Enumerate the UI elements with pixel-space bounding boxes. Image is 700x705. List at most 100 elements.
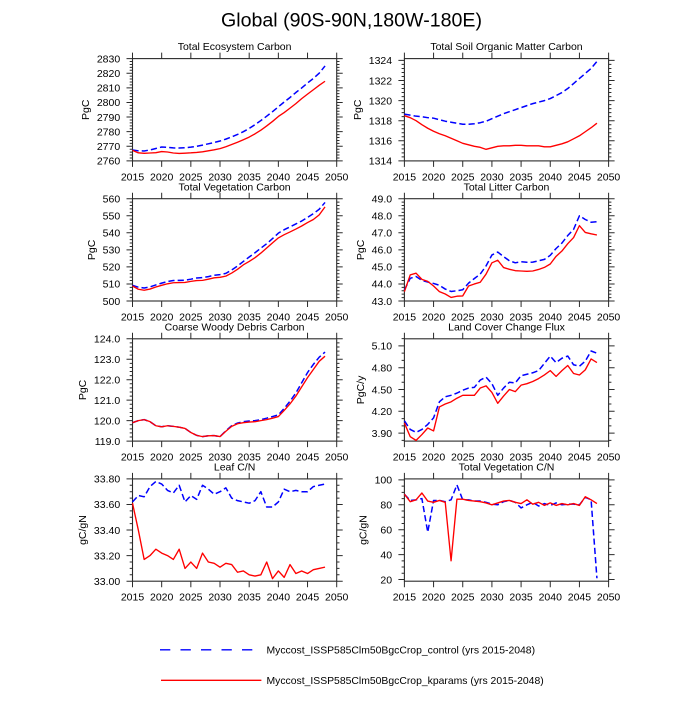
svg-text:2030: 2030 [480,452,504,464]
svg-text:2020: 2020 [422,311,446,323]
svg-text:2790: 2790 [97,112,121,124]
svg-text:2040: 2040 [539,311,563,323]
svg-text:2035: 2035 [238,311,262,323]
svg-text:Total Vegetation Carbon: Total Vegetation Carbon [179,181,291,193]
svg-text:2035: 2035 [509,452,533,464]
svg-text:2820: 2820 [97,68,121,80]
svg-text:124.0: 124.0 [94,334,120,346]
svg-text:2030: 2030 [480,311,504,323]
svg-text:2045: 2045 [296,171,320,183]
svg-text:PgC: PgC [352,99,364,120]
svg-text:540: 540 [103,228,121,240]
svg-text:500: 500 [103,296,121,308]
svg-text:2045: 2045 [568,171,592,183]
svg-text:2035: 2035 [509,592,533,604]
svg-text:2780: 2780 [97,126,121,138]
svg-text:2040: 2040 [539,592,563,604]
svg-text:1320: 1320 [369,95,393,107]
svg-text:60: 60 [380,524,392,536]
svg-text:2015: 2015 [393,171,417,183]
svg-text:2040: 2040 [539,171,563,183]
svg-text:2020: 2020 [150,592,174,604]
svg-text:5.10: 5.10 [372,341,393,353]
svg-text:123.0: 123.0 [94,354,120,366]
svg-text:gC/gN: gC/gN [358,515,370,545]
svg-text:2810: 2810 [97,83,121,95]
svg-text:1318: 1318 [369,115,393,127]
svg-text:2030: 2030 [480,592,504,604]
svg-text:PgC: PgC [355,239,367,260]
svg-text:2025: 2025 [451,452,475,464]
svg-text:510: 510 [103,279,121,291]
svg-text:PgC: PgC [86,239,98,260]
svg-text:33.80: 33.80 [94,474,120,486]
svg-text:2025: 2025 [179,311,203,323]
svg-text:gC/gN: gC/gN [77,515,89,545]
svg-text:2025: 2025 [451,592,475,604]
svg-text:2035: 2035 [509,311,533,323]
svg-text:2025: 2025 [179,592,203,604]
svg-text:2030: 2030 [208,592,232,604]
svg-text:PgC: PgC [77,379,89,400]
svg-text:119.0: 119.0 [95,436,121,448]
svg-text:520: 520 [103,262,121,274]
svg-text:2050: 2050 [325,171,349,183]
svg-text:2015: 2015 [393,311,417,323]
svg-text:120.0: 120.0 [94,415,120,427]
svg-text:Total Ecosystem Carbon: Total Ecosystem Carbon [178,41,292,53]
svg-text:47.0: 47.0 [372,228,393,240]
svg-text:2015: 2015 [121,592,145,604]
svg-text:2770: 2770 [97,141,121,153]
svg-text:Total Soil Organic Matter Carb: Total Soil Organic Matter Carbon [430,41,582,53]
svg-text:1314: 1314 [369,156,393,168]
svg-text:1316: 1316 [369,136,393,148]
svg-text:2045: 2045 [296,452,320,464]
svg-text:4.80: 4.80 [372,362,393,374]
svg-text:2015: 2015 [121,171,145,183]
svg-text:Leaf C/N: Leaf C/N [214,462,255,474]
svg-text:530: 530 [103,245,121,257]
svg-text:2760: 2760 [97,156,121,168]
svg-text:45.0: 45.0 [372,262,393,274]
svg-text:2020: 2020 [422,592,446,604]
svg-text:40: 40 [380,549,392,561]
svg-text:2050: 2050 [325,311,349,323]
svg-text:121.0: 121.0 [94,395,120,407]
svg-text:80: 80 [380,500,392,512]
svg-text:2040: 2040 [267,311,291,323]
svg-text:33.60: 33.60 [94,499,120,511]
svg-text:2015: 2015 [121,452,145,464]
svg-text:4.20: 4.20 [372,406,393,418]
svg-text:Global (90S-90N,180W-180E): Global (90S-90N,180W-180E) [221,10,482,32]
svg-text:33.20: 33.20 [94,550,120,562]
svg-text:2030: 2030 [208,311,232,323]
svg-text:2800: 2800 [97,97,121,109]
svg-text:2045: 2045 [568,311,592,323]
svg-text:2040: 2040 [267,592,291,604]
svg-text:44.0: 44.0 [372,279,393,291]
svg-text:2015: 2015 [393,452,417,464]
svg-text:550: 550 [103,211,121,223]
svg-text:560: 560 [103,193,121,205]
svg-text:2035: 2035 [238,171,262,183]
svg-text:Total Vegetation C/N: Total Vegetation C/N [459,462,555,474]
svg-text:3.90: 3.90 [372,428,393,440]
svg-text:2030: 2030 [208,171,232,183]
svg-text:2020: 2020 [150,311,174,323]
svg-text:2045: 2045 [296,592,320,604]
svg-text:2025: 2025 [179,171,203,183]
svg-text:43.0: 43.0 [372,296,393,308]
svg-text:2050: 2050 [597,592,621,604]
svg-text:2020: 2020 [422,452,446,464]
svg-text:100: 100 [375,475,393,487]
svg-text:PgC: PgC [80,99,92,120]
svg-text:46.0: 46.0 [372,245,393,257]
svg-text:2035: 2035 [509,171,533,183]
svg-text:2025: 2025 [451,171,475,183]
svg-text:2035: 2035 [238,592,262,604]
svg-text:20: 20 [380,574,392,586]
svg-text:2020: 2020 [150,452,174,464]
svg-text:PgC/y: PgC/y [355,375,367,404]
svg-text:2020: 2020 [422,171,446,183]
svg-text:1322: 1322 [369,75,393,87]
